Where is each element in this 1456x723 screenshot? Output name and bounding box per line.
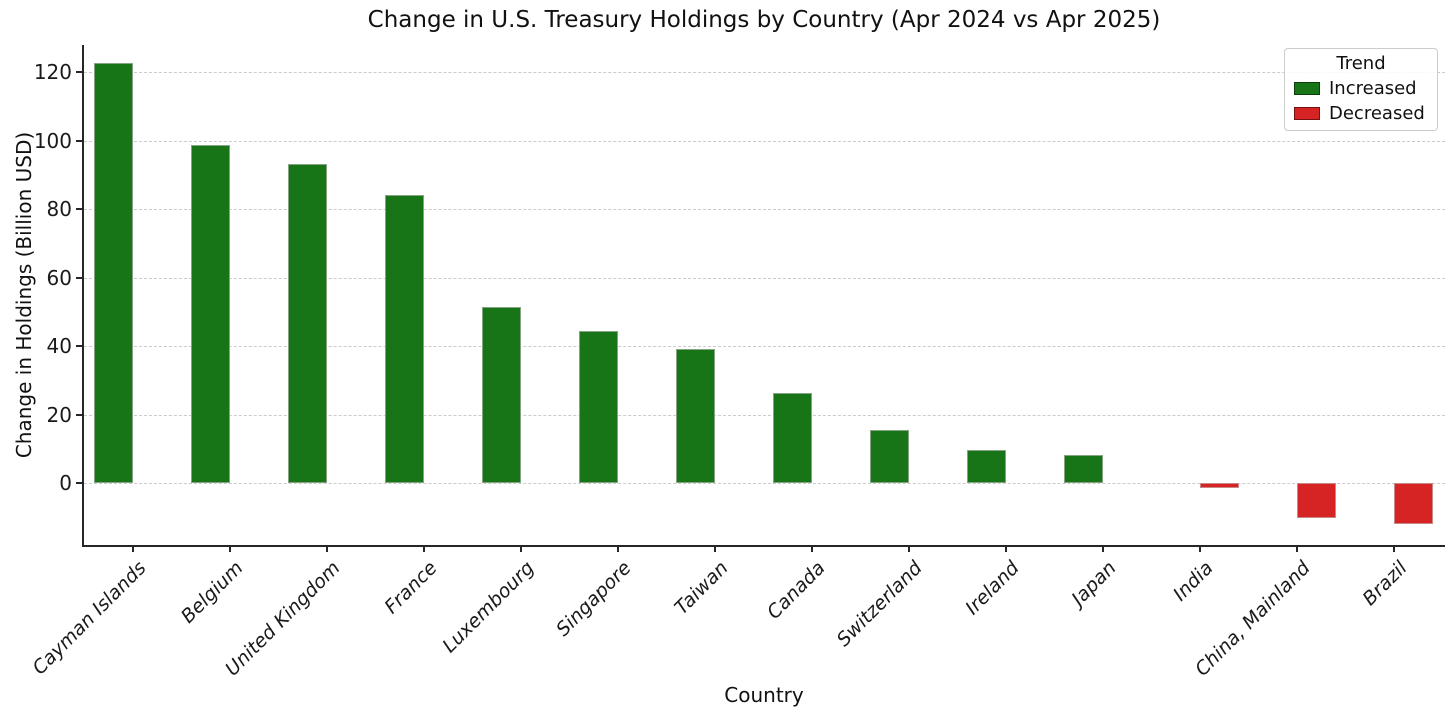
y-tick-mark xyxy=(76,71,83,74)
x-tick-mark xyxy=(811,545,813,552)
y-tick-mark xyxy=(76,208,83,211)
legend-item-increased: Increased xyxy=(1294,78,1428,99)
legend-title: Trend xyxy=(1336,53,1386,74)
gridline xyxy=(84,483,1445,485)
x-tick-mark xyxy=(714,545,716,552)
x-tick-mark xyxy=(1296,545,1298,552)
bar-ireland xyxy=(967,450,1006,484)
bar-france xyxy=(385,194,424,484)
y-tick-mark xyxy=(76,413,83,416)
y-tick-label: 100 xyxy=(33,128,72,153)
gridline xyxy=(84,140,1445,142)
y-tick-label: 60 xyxy=(46,265,72,290)
x-tick-mark xyxy=(1199,545,1201,552)
y-tick-mark xyxy=(76,139,83,142)
bar-canada xyxy=(773,392,812,484)
bar-brazil xyxy=(1394,483,1433,525)
y-axis-spine xyxy=(82,45,84,547)
legend-item-label: Decreased xyxy=(1329,103,1425,124)
x-tick-mark xyxy=(908,545,910,552)
bar-china-mainland xyxy=(1297,483,1336,519)
gridline xyxy=(84,209,1445,211)
y-tick-mark xyxy=(76,482,83,485)
bar-taiwan xyxy=(676,348,715,484)
x-tick-mark xyxy=(1005,545,1007,552)
bar-belgium xyxy=(191,145,230,484)
x-tick-mark xyxy=(132,545,134,552)
x-tick-mark xyxy=(326,545,328,552)
x-tick-mark xyxy=(520,545,522,552)
y-tick-mark xyxy=(76,276,83,279)
chart-title: Change in U.S. Treasury Holdings by Coun… xyxy=(367,7,1161,33)
bar-japan xyxy=(1064,454,1103,484)
y-tick-label: 120 xyxy=(33,60,72,85)
y-tick-label: 0 xyxy=(59,471,72,496)
bar-singapore xyxy=(579,330,618,484)
y-tick-mark xyxy=(76,345,83,348)
bar-united-kingdom xyxy=(288,164,327,484)
y-tick-label: 40 xyxy=(46,334,72,359)
bar-switzerland xyxy=(870,429,909,484)
y-tick-label: 80 xyxy=(46,197,72,222)
x-tick-mark xyxy=(229,545,231,552)
bar-cayman-islands xyxy=(94,63,133,484)
legend-item-label: Increased xyxy=(1329,78,1417,99)
gridline xyxy=(84,72,1445,74)
x-axis-label: Country xyxy=(724,683,804,707)
legend: Trend Increased Decreased xyxy=(1284,48,1438,131)
gridline xyxy=(84,414,1445,416)
increased-swatch-icon xyxy=(1294,82,1320,95)
y-tick-label: 20 xyxy=(46,402,72,427)
bar-luxembourg xyxy=(482,306,521,484)
x-tick-mark xyxy=(617,545,619,552)
x-tick-mark xyxy=(423,545,425,552)
bar-india xyxy=(1200,483,1239,489)
legend-item-decreased: Decreased xyxy=(1294,103,1428,124)
decreased-swatch-icon xyxy=(1294,107,1320,120)
gridline xyxy=(84,277,1445,279)
x-tick-mark xyxy=(1393,545,1395,552)
gridline xyxy=(84,346,1445,348)
x-tick-mark xyxy=(1102,545,1104,552)
x-axis-spine xyxy=(82,545,1445,547)
